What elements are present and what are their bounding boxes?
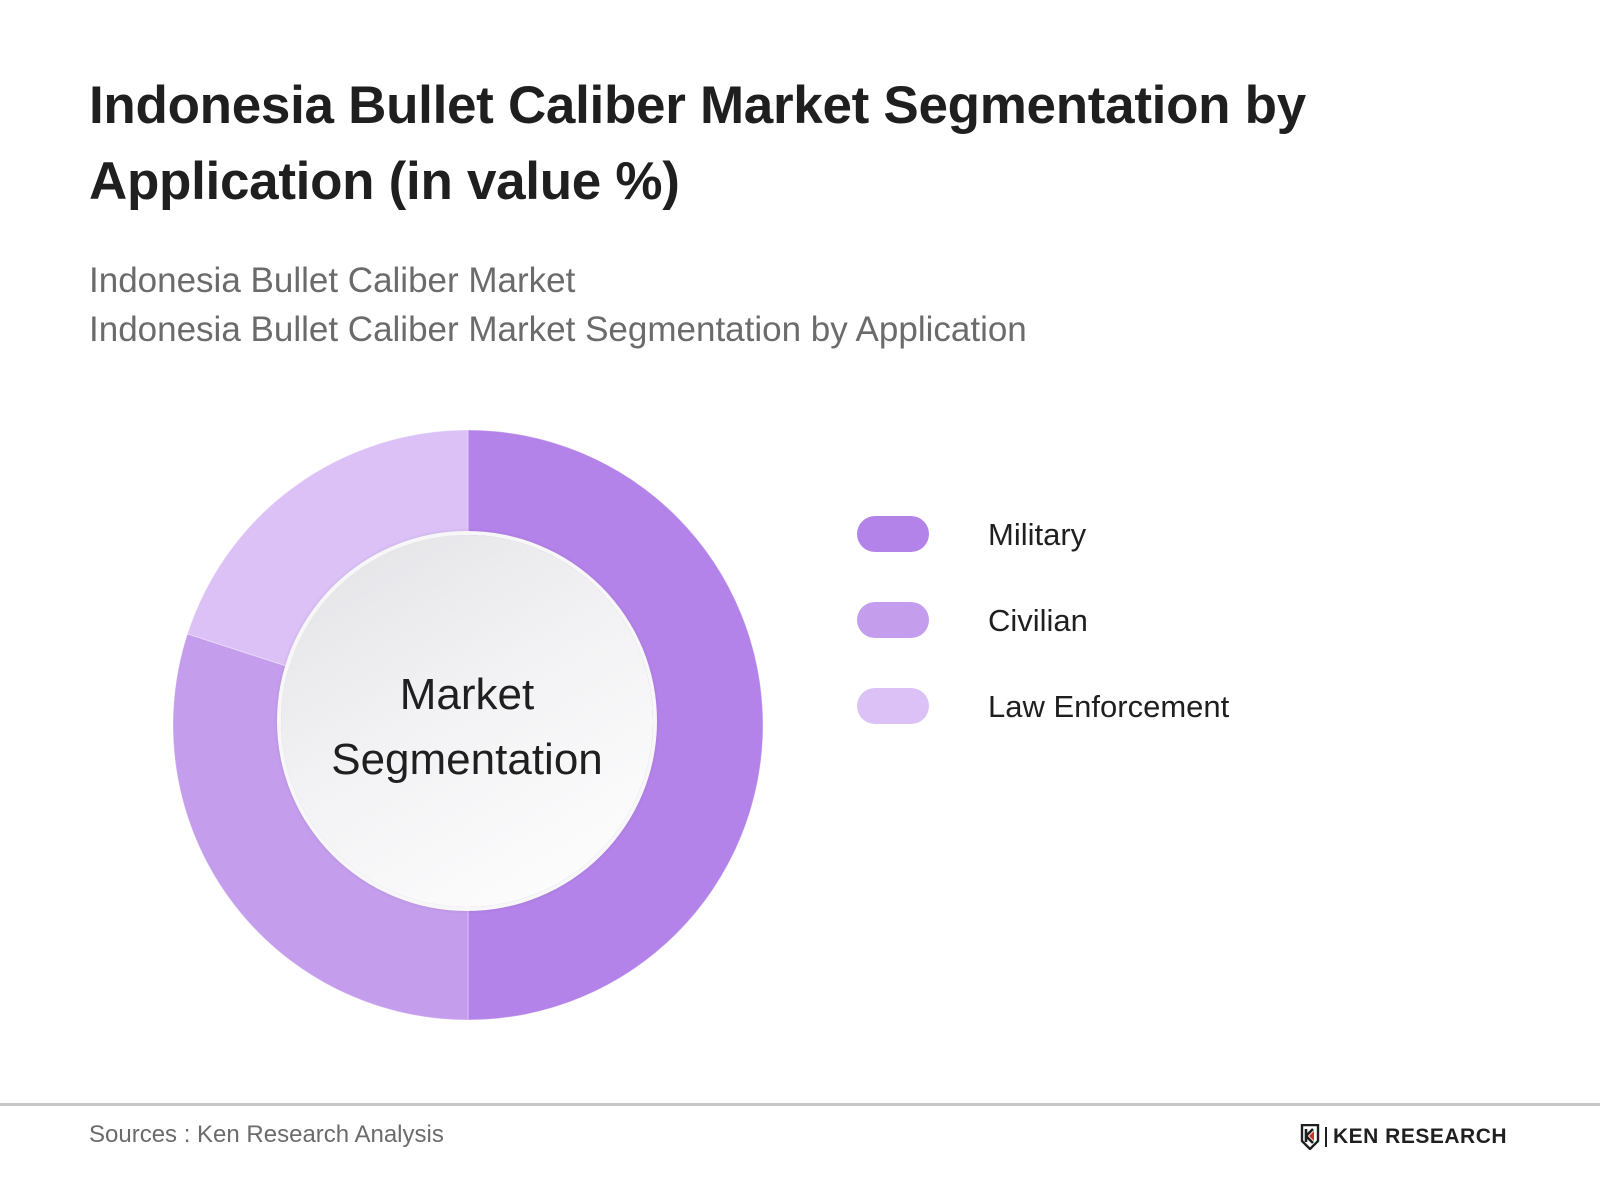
footer-divider (0, 1103, 1600, 1106)
subtitle-segmentation: Indonesia Bullet Caliber Market Segmenta… (89, 310, 1027, 349)
legend-label-law-enforcement: Law Enforcement (988, 689, 1230, 724)
logo-separator (1325, 1127, 1327, 1147)
shield-k-icon (1300, 1124, 1320, 1150)
chart-title: Indonesia Bullet Caliber Market Segmenta… (89, 76, 1306, 211)
chart-subtitle: Indonesia Bullet Caliber Market Indonesi… (89, 256, 1027, 354)
center-label-line1: Market (399, 670, 535, 719)
legend-swatch-military (857, 516, 929, 552)
donut-center-label: Market Segmentation (281, 662, 653, 792)
sources-note: Sources : Ken Research Analysis (89, 1121, 444, 1148)
legend-label-military: Military (988, 517, 1087, 552)
subtitle-market: Indonesia Bullet Caliber Market (89, 261, 576, 300)
legend-swatch-civilian (857, 602, 929, 638)
legend-swatch-law-enforcement (857, 688, 929, 724)
legend-label-civilian: Civilian (988, 603, 1088, 638)
center-label-line2: Segmentation (331, 735, 603, 784)
donut-center-disc (281, 535, 653, 907)
ken-research-logo: KEN RESEARCH (1300, 1124, 1507, 1150)
logo-text: KEN RESEARCH (1333, 1125, 1508, 1148)
